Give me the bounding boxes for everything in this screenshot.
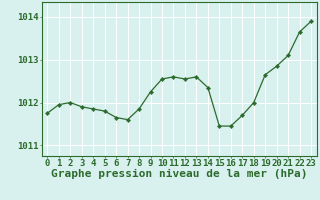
X-axis label: Graphe pression niveau de la mer (hPa): Graphe pression niveau de la mer (hPa): [51, 169, 308, 179]
